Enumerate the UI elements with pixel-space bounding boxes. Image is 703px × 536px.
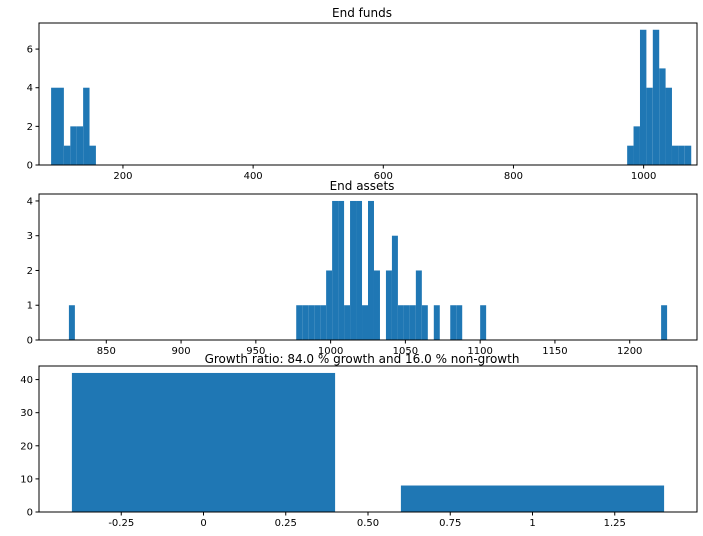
histogram-bar <box>480 305 487 340</box>
histogram-bar <box>350 200 357 340</box>
histogram-bar <box>68 305 75 340</box>
x-tick-label: 1050 <box>393 346 418 357</box>
histogram-bar <box>70 126 77 165</box>
x-tick-label: 1000 <box>318 346 343 357</box>
chart-title: End assets <box>330 179 395 193</box>
y-tick-label: 6 <box>27 45 33 56</box>
histogram-bar <box>362 305 368 340</box>
y-tick-label: 0 <box>27 161 33 172</box>
histogram-bar <box>684 145 692 165</box>
bars <box>68 200 668 340</box>
histogram-bar <box>76 126 84 165</box>
y-tick-label: 0 <box>27 508 33 519</box>
plot-frame <box>38 193 698 341</box>
histogram-bar <box>456 305 463 340</box>
x-tick-label: 600 <box>374 171 393 182</box>
y-tick-label: 2 <box>27 122 33 133</box>
y-axis: 0 10 20 30 40 <box>20 375 39 519</box>
subplot-end-assets: End assets 850 900 950 1000 1050 1100 1150 1200… <box>27 179 698 357</box>
histogram-bar <box>450 305 457 340</box>
x-tick-label: 400 <box>244 171 263 182</box>
x-tick-label: 1.25 <box>604 518 626 529</box>
histogram-bar <box>661 305 668 340</box>
x-tick-label: -0.25 <box>108 518 134 529</box>
histogram-bar <box>338 200 345 340</box>
y-tick-label: 3 <box>27 231 33 242</box>
histogram-bar <box>373 270 380 340</box>
x-tick-label: 0.25 <box>275 518 297 529</box>
chart-title: End funds <box>332 6 392 20</box>
histogram-bar <box>652 29 660 166</box>
x-tick-label: 1200 <box>617 346 642 357</box>
subplot-growth-ratio: Growth ratio: 84.0 % growth and 16.0 % n… <box>20 352 698 529</box>
y-tick-label: 0 <box>27 336 33 347</box>
histogram-bar <box>89 145 96 165</box>
x-tick-label: 1000 <box>631 171 656 182</box>
x-tick-label: 1100 <box>467 346 492 357</box>
histogram-bar <box>433 305 440 340</box>
x-tick-label: 800 <box>504 171 523 182</box>
histogram-bar <box>391 235 398 340</box>
histogram-bar <box>633 126 640 165</box>
x-tick-label: 850 <box>97 346 116 357</box>
y-tick-label: 1 <box>27 301 33 312</box>
y-tick-label: 4 <box>27 196 33 207</box>
x-tick-label: 0 <box>200 518 206 529</box>
histogram-bar <box>678 145 685 165</box>
histogram-bar <box>332 200 339 340</box>
plot-frame <box>38 22 698 166</box>
histogram-bar <box>659 68 666 165</box>
y-tick-label: 20 <box>20 441 33 452</box>
x-tick-label: 900 <box>172 346 191 357</box>
histogram-bar <box>403 305 410 340</box>
histogram-bar <box>415 270 422 340</box>
bars <box>71 372 665 512</box>
histogram-bar <box>344 305 351 340</box>
x-tick-label: 0.75 <box>439 518 461 529</box>
histogram-bar <box>646 87 653 165</box>
histogram-bar <box>385 270 392 340</box>
histogram-bar <box>51 87 58 165</box>
histogram-bar <box>314 305 321 340</box>
y-tick-label: 30 <box>20 408 33 419</box>
histogram-bar <box>320 305 327 340</box>
histogram-bar <box>356 200 363 340</box>
y-tick-label: 2 <box>27 266 33 277</box>
histogram-bar <box>63 145 71 165</box>
histogram-bar <box>665 87 672 165</box>
x-axis: 200 400 600 800 1000 <box>113 165 656 182</box>
histogram-bar <box>627 145 634 165</box>
histogram-bar <box>639 29 647 166</box>
plot-frame <box>38 365 698 513</box>
x-axis: -0.25 0 0.25 0.50 0.75 1 1.25 <box>108 512 626 529</box>
y-tick-label: 4 <box>27 83 33 94</box>
x-tick-label: 950 <box>246 346 265 357</box>
histogram-bar <box>397 305 404 340</box>
chart-title: Growth ratio: 84.0 % growth and 16.0 % n… <box>205 352 520 366</box>
x-axis: 850 900 950 1000 1050 1100 1150 1200 <box>97 340 642 357</box>
histogram-bar <box>368 200 374 340</box>
histogram-bar <box>421 305 428 340</box>
y-tick-label: 10 <box>20 474 33 485</box>
x-tick-label: 1 <box>529 518 535 529</box>
bar <box>71 372 336 512</box>
x-tick-label: 0.50 <box>357 518 379 529</box>
histogram-bar <box>672 145 679 165</box>
bars <box>51 29 692 166</box>
subplot-end-funds: End funds 200 400 600 800 1000 0 2 4 6 <box>27 6 698 182</box>
y-axis: 0 1 2 3 4 <box>27 196 39 347</box>
histogram-bar <box>83 87 90 165</box>
x-tick-label: 200 <box>113 171 132 182</box>
histogram-bar <box>296 305 303 340</box>
bar <box>400 485 665 512</box>
histogram-bar <box>57 87 64 165</box>
y-tick-label: 40 <box>20 375 33 386</box>
histogram-bar <box>302 305 309 340</box>
x-tick-label: 1150 <box>542 346 567 357</box>
y-axis: 0 2 4 6 <box>27 45 39 172</box>
histogram-bar <box>409 305 416 340</box>
histogram-bar <box>308 305 315 340</box>
histogram-bar <box>326 270 333 340</box>
